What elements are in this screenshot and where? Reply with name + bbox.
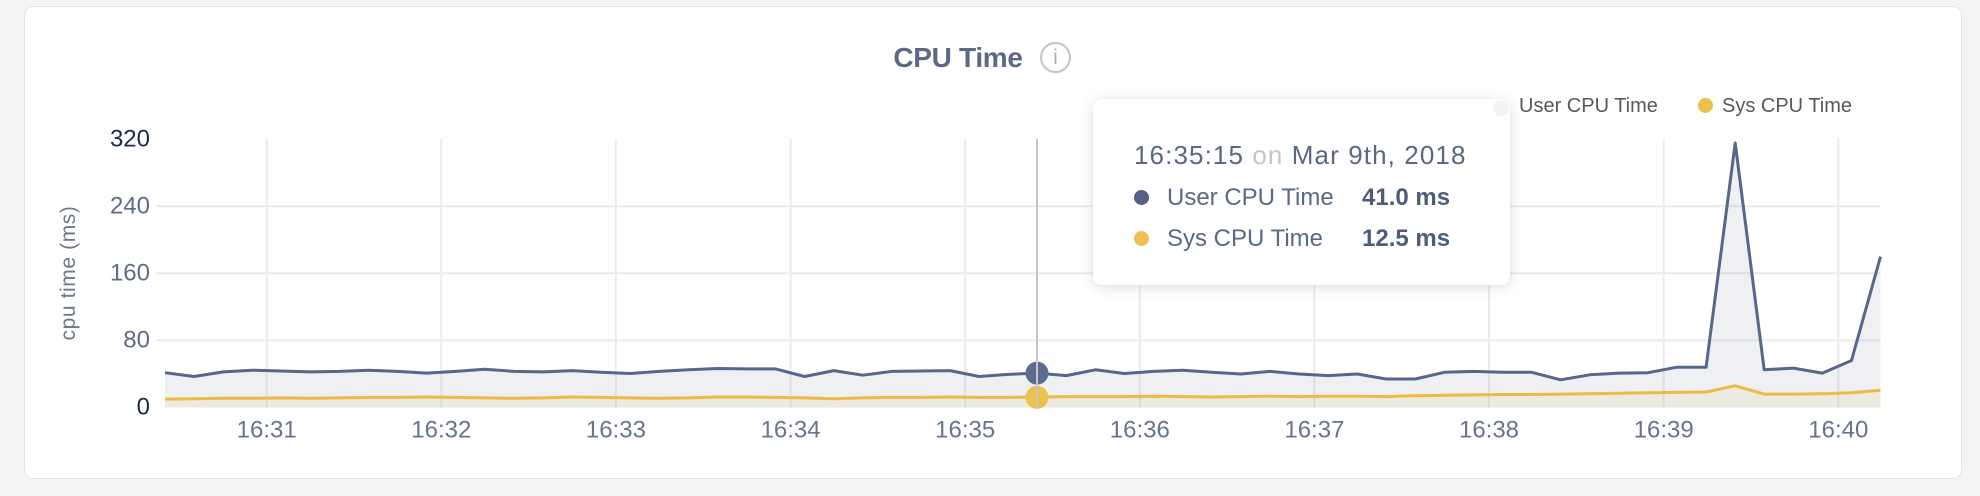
svg-text:240: 240 [110, 192, 150, 219]
svg-text:cpu time (ms): cpu time (ms) [57, 206, 80, 341]
svg-text:16:33: 16:33 [586, 417, 646, 444]
svg-text:16:34: 16:34 [761, 417, 821, 444]
svg-text:16:36: 16:36 [1110, 417, 1170, 444]
svg-text:16:32: 16:32 [411, 417, 471, 444]
svg-text:0: 0 [137, 394, 150, 421]
svg-text:16:37: 16:37 [1284, 417, 1344, 444]
svg-text:16:39: 16:39 [1634, 417, 1694, 444]
svg-text:16:40: 16:40 [1808, 417, 1868, 444]
svg-text:80: 80 [123, 327, 150, 354]
svg-text:16:31: 16:31 [237, 417, 297, 444]
svg-text:16:35: 16:35 [935, 417, 995, 444]
svg-text:160: 160 [110, 260, 150, 287]
svg-text:320: 320 [110, 125, 150, 152]
svg-text:16:38: 16:38 [1459, 417, 1519, 444]
